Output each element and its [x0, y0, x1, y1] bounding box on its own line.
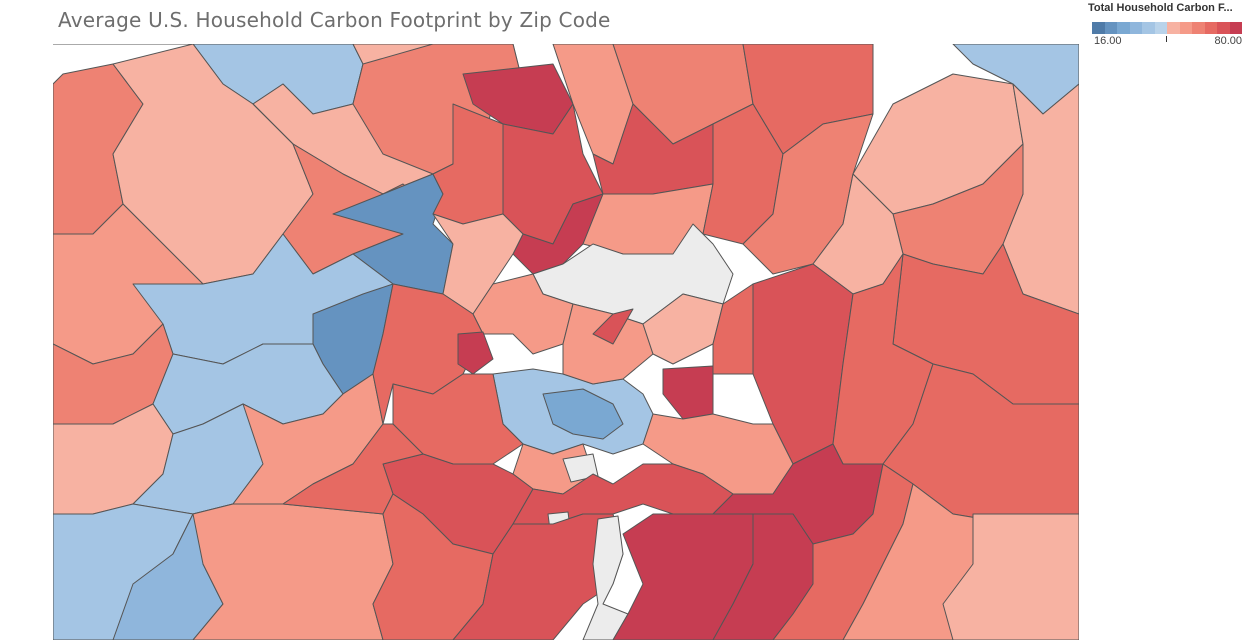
legend-swatch-11[interactable] — [1229, 22, 1242, 34]
zip-region[interactable] — [457, 331, 494, 375]
zip-region[interactable] — [282, 423, 424, 515]
legend-swatch-9[interactable] — [1204, 22, 1217, 34]
zip-region[interactable] — [942, 513, 1079, 640]
legend-swatch-8[interactable] — [1192, 22, 1205, 34]
legend-min-label: 16.00 — [1094, 35, 1122, 47]
legend-swatch-5[interactable] — [1154, 22, 1167, 34]
legend-swatch-10[interactable] — [1217, 22, 1230, 34]
color-legend[interactable]: Total Household Carbon F... 16.00 80.00 — [1088, 2, 1248, 48]
legend-midpoint-tick — [1166, 36, 1167, 42]
legend-swatch-2[interactable] — [1117, 22, 1130, 34]
legend-color-ramp — [1092, 22, 1242, 34]
legend-swatch-0[interactable] — [1092, 22, 1105, 34]
legend-swatch-3[interactable] — [1129, 22, 1142, 34]
zip-region[interactable] — [592, 308, 634, 345]
legend-swatch-4[interactable] — [1142, 22, 1155, 34]
zip-code-choropleth-map[interactable] — [53, 44, 1079, 640]
legend-labels: 16.00 80.00 — [1092, 34, 1242, 48]
zip-region[interactable] — [542, 388, 624, 440]
zip-region[interactable] — [662, 365, 714, 420]
map-canvas[interactable] — [53, 44, 1079, 640]
zip-region[interactable] — [432, 213, 524, 315]
legend-swatch-6[interactable] — [1167, 22, 1180, 34]
legend-swatch-1[interactable] — [1104, 22, 1117, 34]
legend-title[interactable]: Total Household Carbon F... — [1088, 2, 1233, 14]
chart-title: Average U.S. Household Carbon Footprint … — [58, 8, 611, 32]
zip-region[interactable] — [192, 503, 394, 640]
legend-max-label: 80.00 — [1214, 35, 1242, 47]
legend-swatch-7[interactable] — [1179, 22, 1192, 34]
